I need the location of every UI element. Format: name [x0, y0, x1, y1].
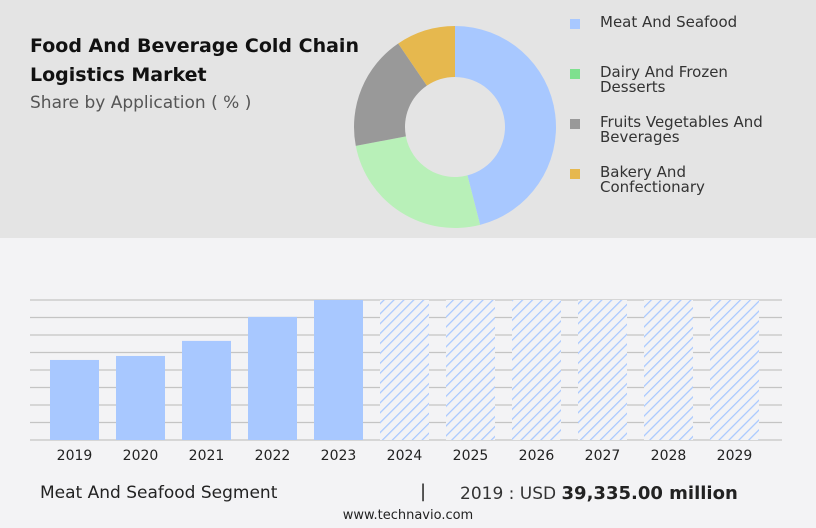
legend-label: Dairy And Frozen Desserts	[600, 63, 728, 96]
bar-2019	[50, 359, 99, 440]
x-tick-label: 2023	[321, 448, 357, 464]
x-tick-label: 2020	[123, 448, 159, 464]
x-tick-label: 2027	[585, 448, 621, 464]
donut-slice-fruits-vegetables-and-beverages	[354, 43, 427, 146]
legend-label: Meat And Seafood	[600, 13, 738, 31]
x-tick-label: 2019	[57, 448, 93, 464]
forecast-bar-2026	[512, 300, 561, 440]
forecast-bar-2028	[644, 300, 693, 440]
x-tick-label: 2029	[717, 448, 753, 464]
bar-2021	[182, 340, 231, 440]
legend: Meat And Seafood Dairy And Frozen Desser…	[570, 15, 780, 215]
donut-slice-bakery-and-confectionary	[398, 26, 455, 86]
year-label: 2019 : USD	[460, 484, 557, 504]
segment-label: Meat And Seafood Segment	[40, 483, 278, 503]
chart-title: Food And Beverage Cold Chain Logistics M…	[30, 35, 359, 86]
legend-item: Bakery And Confectionary	[570, 165, 780, 215]
chart-subtitle: Share by Application ( % )	[30, 93, 252, 113]
segment-value: 2019 : USD 39,335.00 million	[460, 483, 738, 504]
x-tick-label: 2022	[255, 448, 291, 464]
source-url: www.technavio.com	[342, 508, 474, 523]
bar-2020	[116, 355, 165, 440]
separator: |	[420, 481, 427, 502]
donut-slice-meat-and-seafood	[455, 26, 556, 225]
legend-item: Fruits Vegetables And Beverages	[570, 115, 780, 165]
value-label: 39,335.00 million	[561, 483, 738, 504]
x-tick-label: 2021	[189, 448, 225, 464]
legend-label: Bakery And Confectionary	[600, 163, 705, 196]
legend-swatch	[570, 19, 580, 29]
legend-item: Dairy And Frozen Desserts	[570, 65, 780, 115]
legend-swatch	[570, 69, 580, 79]
forecast-bar-2027	[578, 300, 627, 440]
bar-2022	[248, 316, 297, 440]
donut-slice-dairy-and-frozen-desserts	[355, 136, 481, 228]
forecast-bar-2025	[446, 300, 495, 440]
forecast-bar-2029	[710, 300, 759, 440]
x-tick-label: 2025	[453, 448, 489, 464]
donut-chart	[354, 26, 556, 228]
legend-label: Fruits Vegetables And Beverages	[600, 113, 763, 146]
x-tick-label: 2026	[519, 448, 555, 464]
x-tick-label: 2028	[651, 448, 687, 464]
legend-swatch	[570, 119, 580, 129]
legend-item: Meat And Seafood	[570, 15, 780, 65]
legend-swatch	[570, 169, 580, 179]
bar-chart: 2019 2020 2021 2022 2023 2024 2025 2026 2027 2028…	[30, 299, 782, 464]
x-tick-label: 2024	[387, 448, 423, 464]
bar-2023	[314, 300, 363, 440]
forecast-bar-2024	[380, 300, 429, 440]
